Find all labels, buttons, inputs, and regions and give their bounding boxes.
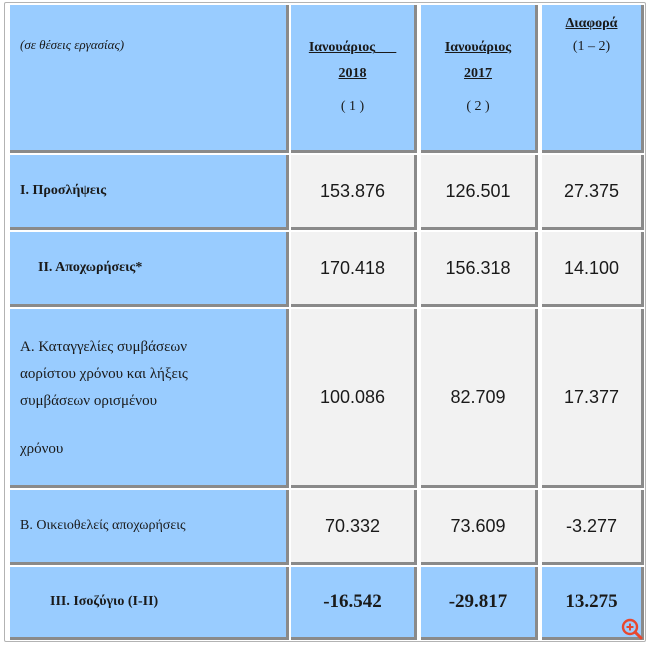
row-hires-diff: 27.375 (542, 155, 644, 230)
row-balance-label: ΙΙΙ. Ισοζύγιο (Ι-ΙΙ) (10, 567, 289, 640)
terminations-line-2: αορίστου χρόνου και λήξεις (20, 366, 188, 382)
zoom-in-icon[interactable] (620, 617, 644, 641)
row-voluntary-label: Β. Οικειοθελείς αποχωρήσεις (10, 490, 289, 565)
col-diff-title: Διαφορά (565, 16, 618, 31)
col-2017-title: Ιανουάριος (444, 40, 512, 55)
row-terminations-label: Α. Καταγγελίες συμβάσεων αορίστου χρόνου… (10, 309, 289, 488)
header-col-diff: Διαφορά (1 – 2) (542, 5, 644, 153)
terminations-line-4: χρόνου (20, 441, 64, 457)
units-label: (σε θέσεις εργασίας) (20, 37, 125, 52)
header-label-cell: (σε θέσεις εργασίας) (10, 5, 289, 153)
row-balance-2018: -16.542 (291, 567, 417, 640)
header-col-2017: Ιανουάριος 2017 ( 2 ) (421, 5, 538, 153)
row-departures-label: ΙΙ. Αποχωρήσεις* (10, 232, 289, 307)
row-departures-diff: 14.100 (542, 232, 644, 307)
row-terminations-2018: 100.086 (291, 309, 417, 488)
col-2018-title: Ιανουάριος___ (308, 40, 397, 55)
row-balance-diff: 13.275 (542, 567, 644, 640)
col-2018-number: ( 1 ) (340, 99, 365, 114)
row-terminations-diff: 17.377 (542, 309, 644, 488)
row-departures-2017: 156.318 (421, 232, 538, 307)
row-balance-2017: -29.817 (421, 567, 538, 640)
row-voluntary-2017: 73.609 (421, 490, 538, 565)
col-diff-number: (1 – 2) (572, 39, 611, 54)
row-voluntary-diff: -3.277 (542, 490, 644, 565)
col-2018-year: 2018 (338, 66, 367, 81)
row-hires-2017: 126.501 (421, 155, 538, 230)
row-departures-2018: 170.418 (291, 232, 417, 307)
row-voluntary-2018: 70.332 (291, 490, 417, 565)
row-hires-label: Ι. Προσλήψεις (10, 155, 289, 230)
row-hires-2018: 153.876 (291, 155, 417, 230)
row-terminations-2017: 82.709 (421, 309, 538, 488)
col-2017-year: 2017 (464, 66, 492, 81)
terminations-line-1: Α. Καταγγελίες συμβάσεων (20, 339, 188, 355)
col-2017-number: ( 2 ) (466, 99, 490, 114)
terminations-line-3: συμβάσεων ορισμένου (20, 393, 157, 409)
header-col-2018: Ιανουάριος___ 2018 ( 1 ) (291, 5, 417, 153)
